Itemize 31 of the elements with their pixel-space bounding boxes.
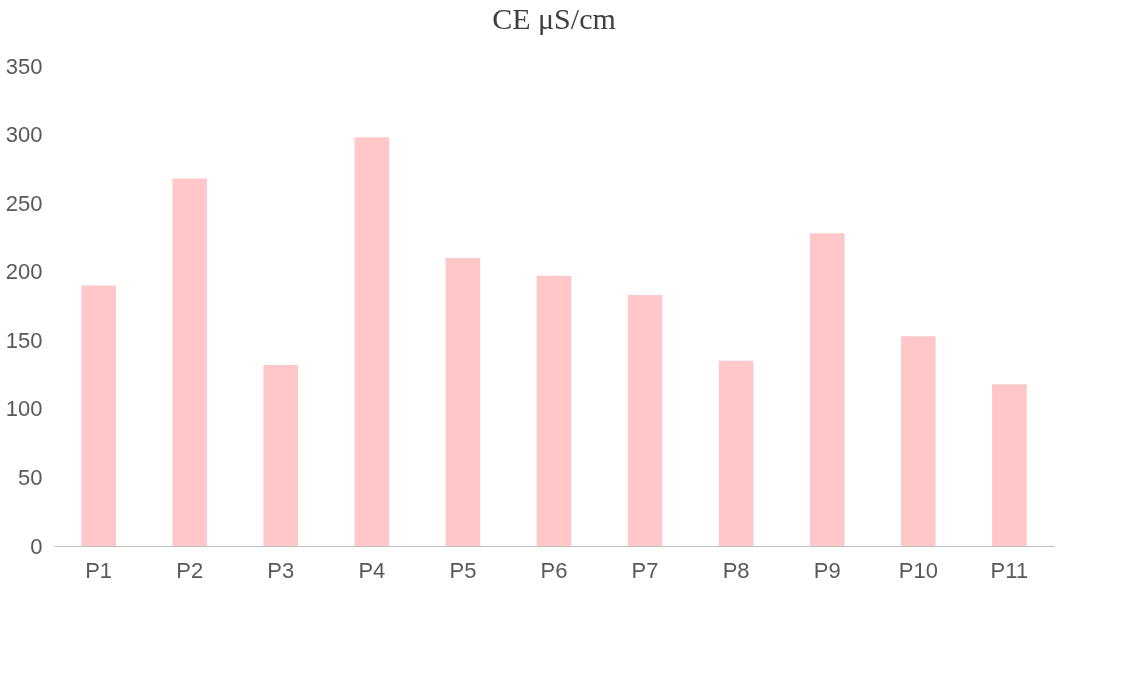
y-tick-label: 350 <box>5 53 43 79</box>
x-tick-label: P1 <box>85 557 113 583</box>
x-tick-label: P7 <box>631 557 659 583</box>
bar <box>718 360 754 546</box>
x-tick-label: P6 <box>540 557 568 583</box>
bar <box>172 178 208 546</box>
bar <box>992 384 1027 546</box>
x-tick-label: P3 <box>267 557 295 583</box>
x-tick-label: P9 <box>813 557 841 583</box>
bar <box>263 364 299 546</box>
bar <box>445 258 481 546</box>
y-tick-label: 200 <box>5 259 43 285</box>
x-tick-label: P10 <box>898 557 938 583</box>
y-tick-label: 0 <box>30 533 43 559</box>
x-tick-label: P5 <box>449 557 477 583</box>
y-tick-label: 250 <box>5 190 43 216</box>
x-tick-label: P2 <box>176 557 204 583</box>
x-tick-label: P11 <box>990 557 1029 583</box>
y-tick-label: 300 <box>5 122 43 148</box>
y-tick-label: 50 <box>18 464 43 490</box>
y-tick-label: 150 <box>5 327 43 353</box>
bar <box>809 233 845 546</box>
x-tick-label: P4 <box>358 557 386 583</box>
x-tick-label: P8 <box>722 557 750 583</box>
bar <box>536 275 572 546</box>
bar <box>81 285 116 546</box>
bar <box>900 336 936 546</box>
chart-title: CE μS/cm <box>492 2 616 35</box>
y-tick-label: 100 <box>5 396 43 422</box>
bar <box>354 137 390 546</box>
bar <box>627 295 663 546</box>
